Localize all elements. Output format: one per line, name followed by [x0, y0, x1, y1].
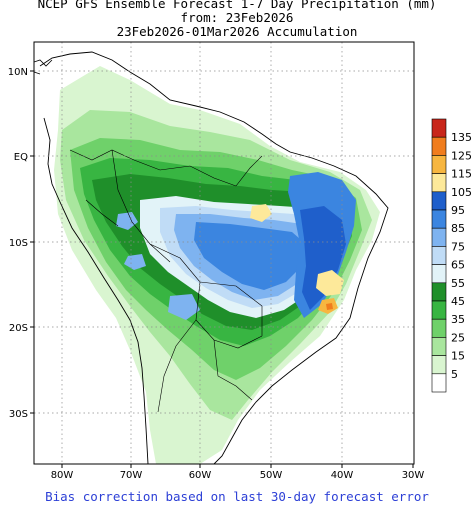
lon-tick-70w: 70W [120, 470, 143, 481]
legend-swatch [431, 191, 447, 211]
axis-ticks [30, 70, 414, 468]
lon-tick-40w: 40W [331, 470, 354, 481]
legend-swatch [431, 300, 447, 320]
legend-label: 75 [451, 240, 465, 253]
precip-western-cell [116, 212, 138, 230]
legend-swatch [431, 209, 447, 229]
precip-bolivia-cell [168, 294, 200, 320]
legend-label: 45 [451, 295, 465, 308]
legend-label: 85 [451, 222, 465, 235]
legend-label: 15 [451, 350, 465, 363]
lat-tick-10n: 10N [8, 67, 28, 78]
lon-tick-60w: 60W [189, 470, 212, 481]
map-title: NCEP GFS Ensemble Forecast 1-7 Day Preci… [37, 0, 437, 11]
precip-peru-cell [124, 254, 146, 270]
legend-swatch [431, 337, 447, 356]
lat-tick-10s: 10S [9, 238, 28, 249]
andes-west-coastline [43, 117, 149, 464]
legend-swatch [431, 136, 447, 156]
legend-swatch [431, 155, 447, 174]
forecast-start-date: from: 23Feb2026 [180, 10, 294, 25]
lat-tick-30s: 30S [9, 409, 28, 420]
legend-swatch [431, 227, 447, 247]
legend-swatch [431, 282, 447, 302]
grid [34, 42, 414, 464]
legend-label: 115 [451, 168, 472, 181]
lat-tick-20s: 20S [9, 323, 28, 334]
legend-swatch [431, 264, 447, 284]
precip-85mm-area [194, 222, 308, 290]
legend-label: 5 [451, 368, 458, 381]
legend-swatch [431, 173, 447, 193]
legend-label: 55 [451, 277, 465, 290]
legend-label: 105 [451, 186, 472, 199]
legend-swatch [431, 246, 447, 265]
precip-125mm-cell [326, 303, 333, 310]
lon-tick-80w: 80W [51, 470, 74, 481]
country-borders [69, 149, 263, 413]
bias-correction-note: Bias correction based on last 30-day for… [45, 489, 429, 504]
plot-frame [33, 41, 415, 465]
legend-label: 95 [451, 204, 465, 217]
legend-label: 25 [451, 331, 465, 344]
legend-swatch [431, 355, 447, 375]
precip-105mm-cell-b [250, 204, 272, 222]
accumulation-period: 23Feb2026-01Mar2026 Accumulation [116, 24, 358, 39]
central-america-outline [34, 59, 53, 75]
south-america-coastline [39, 51, 389, 464]
precip-field [34, 48, 389, 464]
legend-label: 135 [451, 131, 472, 144]
legend-label: 125 [451, 149, 472, 162]
legend-label: 35 [451, 313, 465, 326]
precip-legend: 135 125 115 105 95 85 75 65 55 45 35 25 15 5 [431, 118, 472, 393]
legend-label: 65 [451, 259, 465, 272]
lon-tick-30w: 30W [402, 470, 425, 481]
lon-tick-50w: 50W [260, 470, 283, 481]
lat-tick-eq: EQ [14, 152, 28, 163]
precipitation-map: 80W 70W 60W 50W 40W 30W 10N EQ 10S 20S 3… [8, 41, 472, 481]
legend-swatch [431, 318, 447, 338]
precip-105mm-cell-a [316, 270, 344, 296]
precip-95mm-area [300, 206, 346, 310]
legend-swatch [431, 373, 447, 393]
legend-swatch [431, 118, 447, 138]
